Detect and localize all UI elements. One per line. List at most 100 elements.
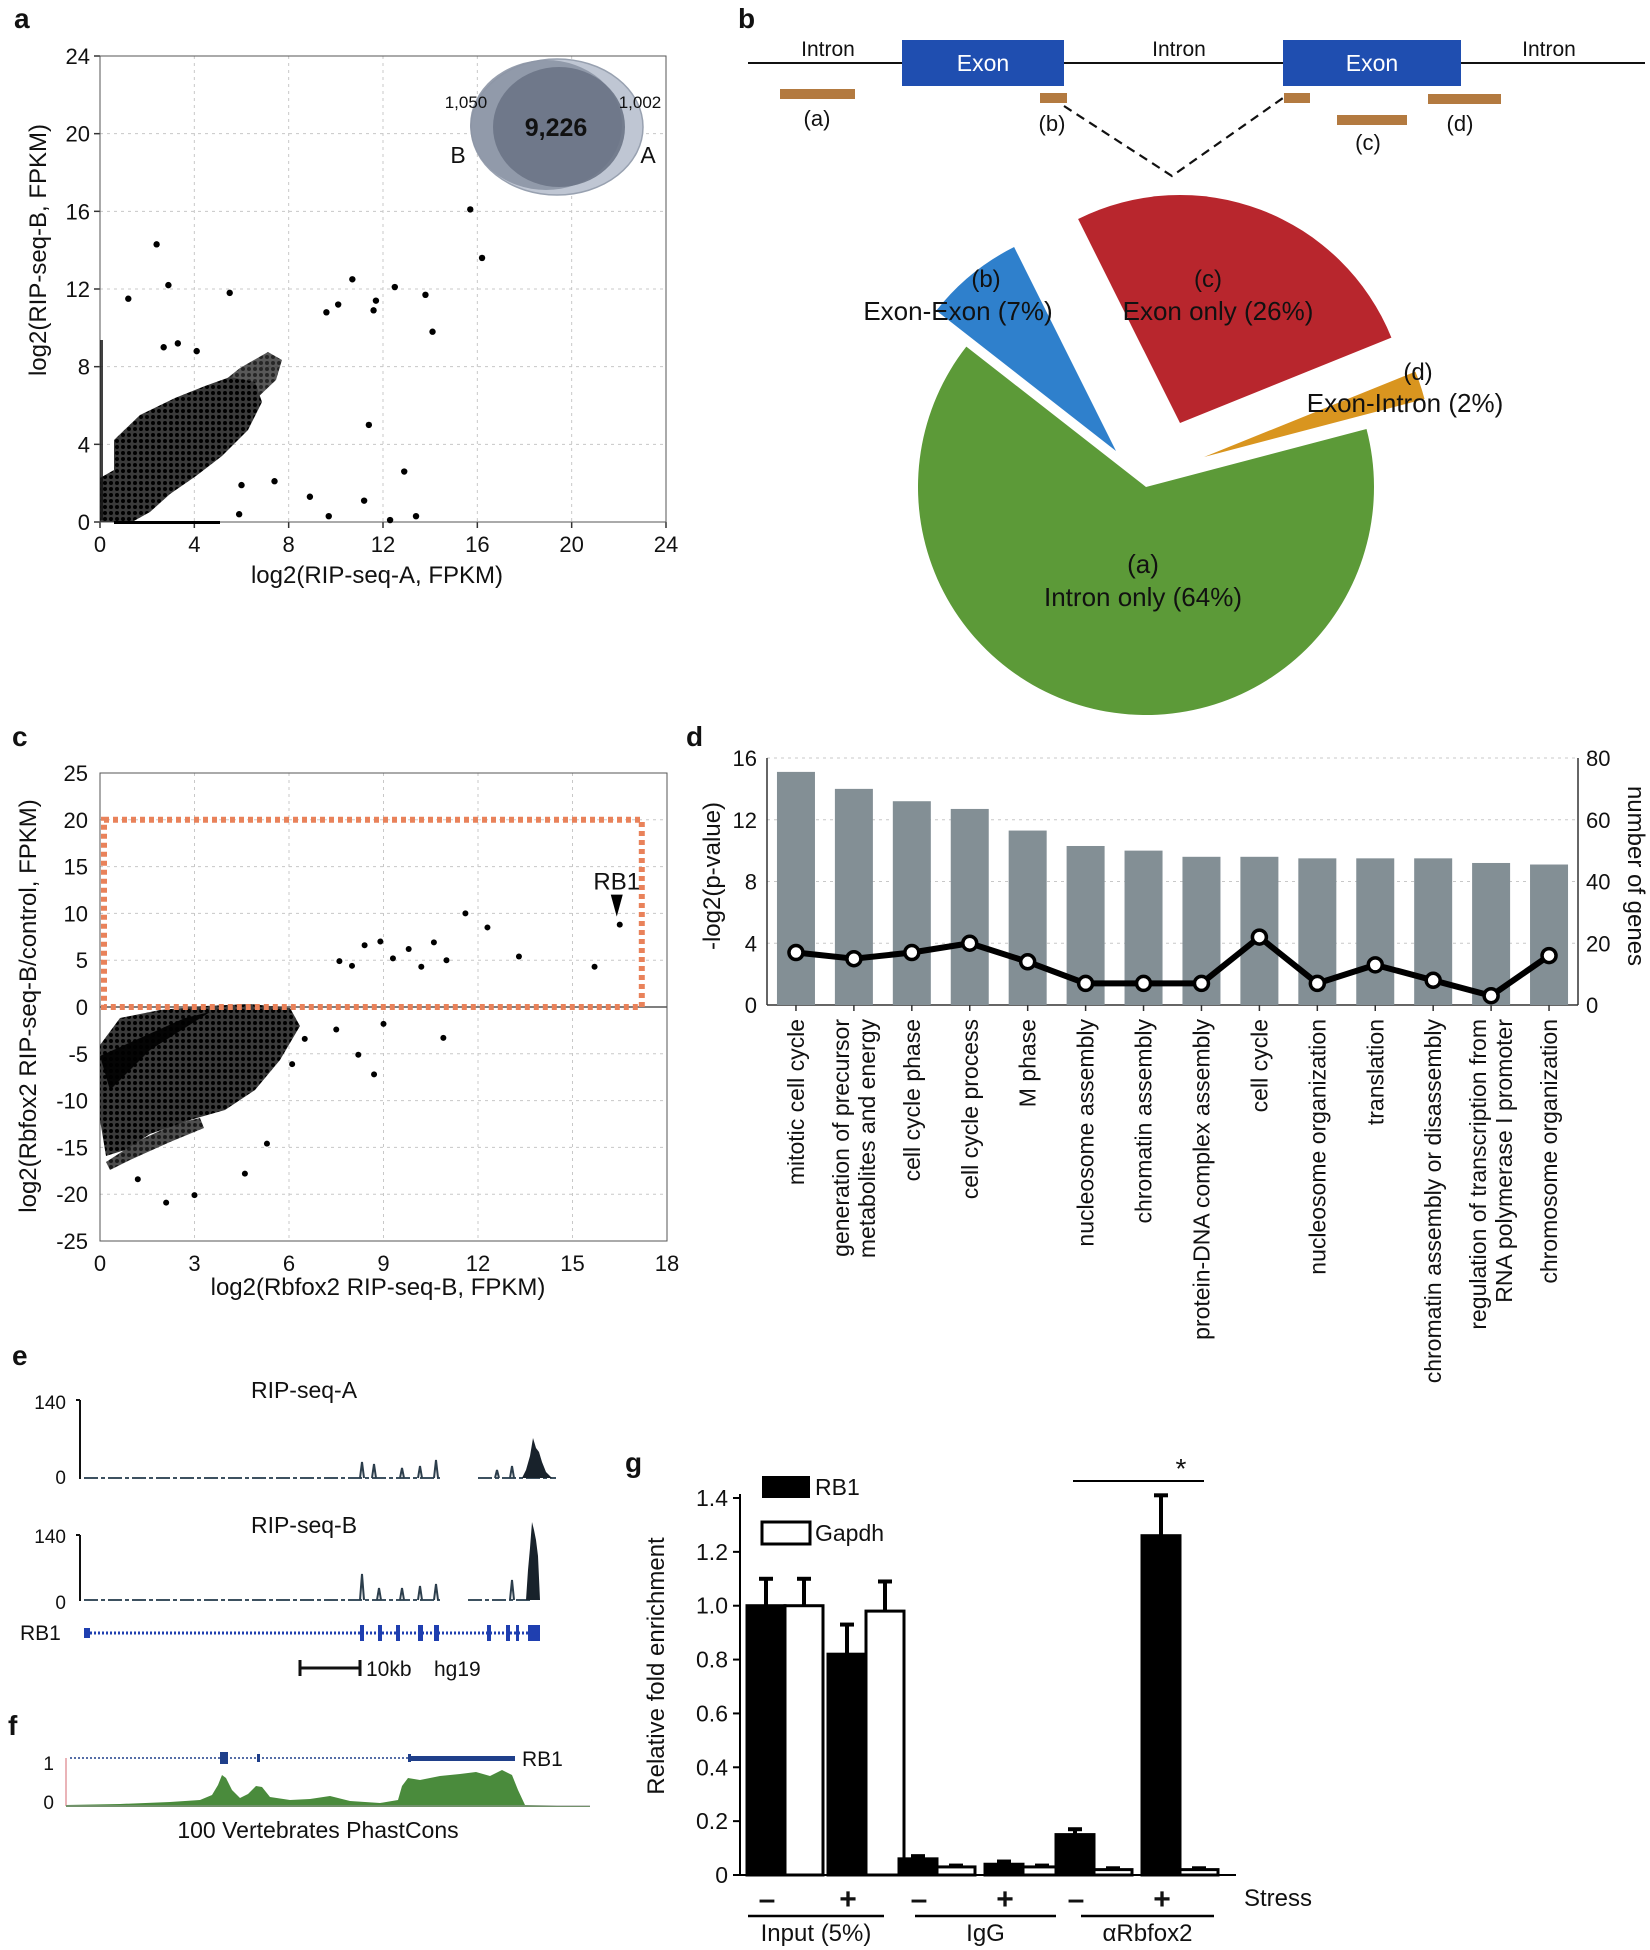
panel-a-ytick: 20: [66, 122, 90, 147]
track-b-ymax: 140: [34, 1527, 66, 1548]
stress-label: Stress: [1244, 1885, 1312, 1912]
exon-label-2: Exon: [1346, 50, 1398, 76]
panel-d-y2label: number of genes: [1622, 786, 1649, 966]
panel-c-ylabel: log2(Rbfox2 RIP-seq-B/control, FPKM): [15, 799, 42, 1212]
panel-d-ytick: 16: [733, 746, 757, 771]
panel-c-point: [289, 1061, 296, 1068]
panel-label-e: e: [12, 1340, 28, 1371]
read-b2: [1284, 93, 1310, 103]
panel-a-point: [467, 206, 474, 213]
panel-d-bar-line: 0 4 8 12 16 0 20 40 60 80 mitotic cell cycle gener…: [699, 746, 1649, 1383]
pie-label-d: Exon-Intron (2%): [1307, 388, 1504, 418]
panel-d-category-label: chromatin assembly or disassembly: [1420, 1019, 1446, 1384]
panel-a-scatter: 0 4 8 12 16 20 24 0 4 8 12 16 20 24 1,050 9,226 1,002…: [25, 44, 678, 589]
panel-d-category-label: M phase: [1015, 1019, 1041, 1107]
panel-a-point: [226, 289, 233, 297]
panel-a-xtick: 0: [94, 532, 106, 557]
panel-g-stress-sign: –: [911, 1883, 928, 1916]
panel-c-point: [263, 1140, 270, 1147]
panel-d-gene-count-point: [961, 934, 979, 952]
panel-c-point: [418, 963, 425, 970]
panel-d-y2tick: 80: [1586, 746, 1610, 771]
panel-g-ytick: 0.6: [696, 1700, 728, 1726]
panel-a-ytick: 8: [78, 355, 90, 380]
track-a-signal: [84, 1438, 556, 1479]
panel-c-highlight-box: [101, 816, 645, 1010]
panel-g-bar: 0 0.2 0.4 0.6 0.8 1.0 1.2 1.4 RB1 Gapdh * Relat…: [643, 1453, 1312, 1947]
read-label-c: (c): [1355, 130, 1381, 155]
panel-a-xlabel: log2(RIP-seq-A, FPKM): [251, 562, 503, 589]
panel-g-bar-rb1: [1140, 1534, 1182, 1877]
panel-d-bar: [1472, 862, 1511, 1005]
panel-d-gene-count-point: [1540, 946, 1558, 965]
panel-g-ytick: 0.2: [696, 1808, 728, 1834]
phastcons-area: [66, 1770, 590, 1807]
panel-d-gene-count-point: [787, 943, 805, 962]
panel-f-conservation: RB1 1 0 100 Vertebrates PhastCons: [43, 1748, 590, 1843]
venn-set-b: B: [450, 142, 465, 168]
panel-g-bar-rb1: [745, 1604, 787, 1877]
panel-c-ytick: -10: [56, 1089, 88, 1114]
panel-c-ytick: 5: [76, 948, 88, 973]
panel-d-ytick: 12: [733, 808, 757, 833]
panel-d-gene-count-point: [903, 943, 921, 962]
panel-c-ytick: -5: [68, 1042, 88, 1067]
pie-label-c: Exon only (26%): [1123, 296, 1314, 326]
read-a: [780, 89, 855, 99]
panel-a-point: [238, 481, 245, 489]
panel-d-category-label: protein-DNA complex assembly: [1188, 1019, 1214, 1340]
phastcons-ytick-1: 1: [43, 1754, 54, 1775]
panel-a-point: [372, 297, 380, 304]
rb1-gene-model: [84, 1625, 540, 1641]
panel-c-point: [616, 921, 623, 928]
panel-g-ytick: 1.0: [696, 1593, 728, 1619]
legend-label-gapdh: Gapdh: [815, 1520, 884, 1546]
panel-c-ytick: 10: [64, 901, 88, 926]
read-b: [1040, 93, 1067, 103]
panel-a-xtick: 20: [559, 532, 583, 557]
panel-a-point: [412, 512, 420, 520]
pie-slice-b: [936, 247, 1116, 451]
panel-g-ytick: 0.8: [696, 1647, 728, 1673]
panel-c-point: [430, 939, 437, 946]
pie-slice-d: [1204, 371, 1425, 457]
panel-c-xtick: 0: [94, 1251, 106, 1276]
panel-a-point: [391, 283, 398, 291]
pie-key-d: (d): [1403, 359, 1432, 386]
panel-a-point: [271, 478, 278, 485]
panel-d-gene-count-point: [1482, 986, 1500, 1005]
panel-c-xtick: 12: [466, 1251, 490, 1276]
panel-c-point: [241, 1170, 248, 1177]
panel-a-point: [306, 493, 314, 500]
legend-label-rb1: RB1: [815, 1474, 860, 1500]
panel-a-point: [386, 516, 394, 524]
panel-c-xtick: 18: [655, 1251, 679, 1276]
panel-d-category-label: RNA polymerase I promoter: [1491, 1019, 1517, 1303]
panel-d-bar: [776, 771, 815, 1005]
panel-g-stress-sign: –: [759, 1883, 776, 1916]
panel-g-ytick: 0.4: [696, 1754, 728, 1780]
panel-g-group-label: αRbfox2: [1103, 1920, 1193, 1947]
panel-d-gene-count-point: [1424, 971, 1442, 990]
panel-c-ytick: 0: [76, 995, 88, 1020]
panel-d-gene-count-point: [1250, 928, 1269, 946]
read-d: [1428, 94, 1501, 104]
panel-a-ytick: 16: [66, 199, 90, 224]
panel-d-gene-count-point: [1076, 974, 1095, 993]
panel-c-point: [191, 1192, 198, 1199]
panel-a-point: [125, 295, 132, 302]
panel-a-point: [401, 468, 408, 475]
panel-c-xtick: 6: [283, 1251, 295, 1276]
panel-c-point: [484, 924, 491, 931]
panel-d-y2tick: 0: [1586, 993, 1598, 1018]
legend-swatch-rb1: [762, 1476, 810, 1498]
panel-d-ylabel: -log2(p-value): [699, 802, 726, 950]
splice-junction: [1063, 97, 1284, 178]
pie-key-b: (b): [971, 266, 1000, 293]
panel-label-a: a: [14, 3, 30, 34]
panel-a-ytick: 0: [78, 510, 90, 535]
panel-d-gene-count-point: [1018, 953, 1037, 971]
intron-label-2: Intron: [1152, 38, 1206, 61]
panel-g-stress-sign: –: [1068, 1883, 1085, 1916]
